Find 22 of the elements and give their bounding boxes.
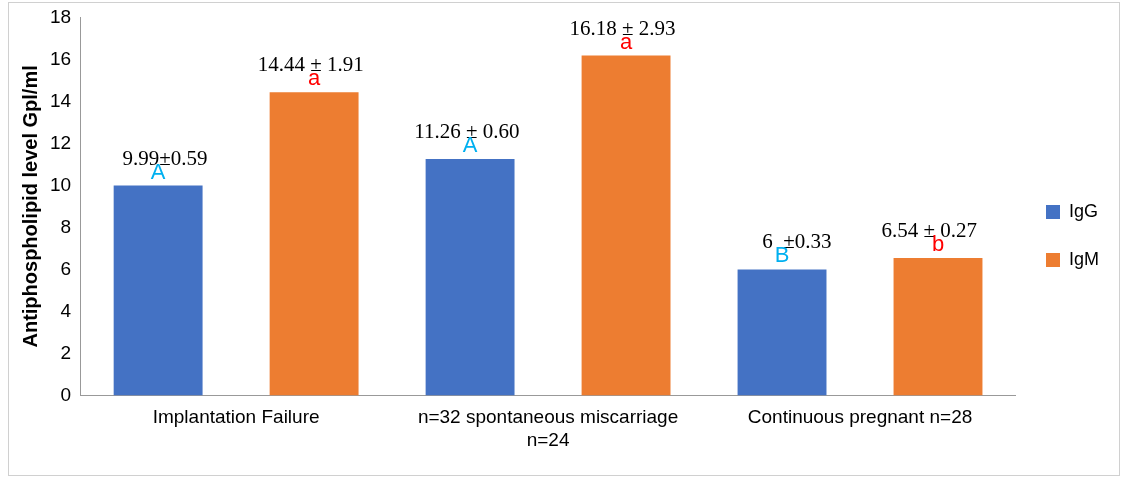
- y-tick-label: 6: [60, 257, 72, 279]
- bar: [581, 55, 671, 396]
- legend-label: IgM: [1068, 248, 1100, 269]
- y-tick-label: 18: [49, 5, 72, 27]
- y-axis-title: Antiphospholipid level Gpl/ml: [18, 65, 41, 348]
- x-tick-label: n=32 spontaneous miscarriage n=24: [417, 406, 679, 450]
- y-tick-label: 10: [49, 173, 72, 195]
- bar: [737, 269, 827, 396]
- y-tick-label: 14: [49, 89, 72, 111]
- y-tick-label: 8: [60, 215, 72, 237]
- bar: [113, 185, 203, 396]
- x-tick-label: Implantation Failure: [152, 406, 320, 428]
- bar: [269, 92, 359, 396]
- y-tick-label: 4: [60, 299, 72, 321]
- y-tick-label: 2: [60, 341, 72, 363]
- y-tick-label: 16: [49, 47, 72, 69]
- legend-label: IgG: [1068, 200, 1099, 221]
- bar: [425, 158, 515, 396]
- y-tick-label: 0: [60, 383, 72, 405]
- x-tick-label: Continuous pregnant n=28: [747, 406, 973, 428]
- y-tick-label: 12: [49, 131, 72, 153]
- bar: [893, 258, 983, 396]
